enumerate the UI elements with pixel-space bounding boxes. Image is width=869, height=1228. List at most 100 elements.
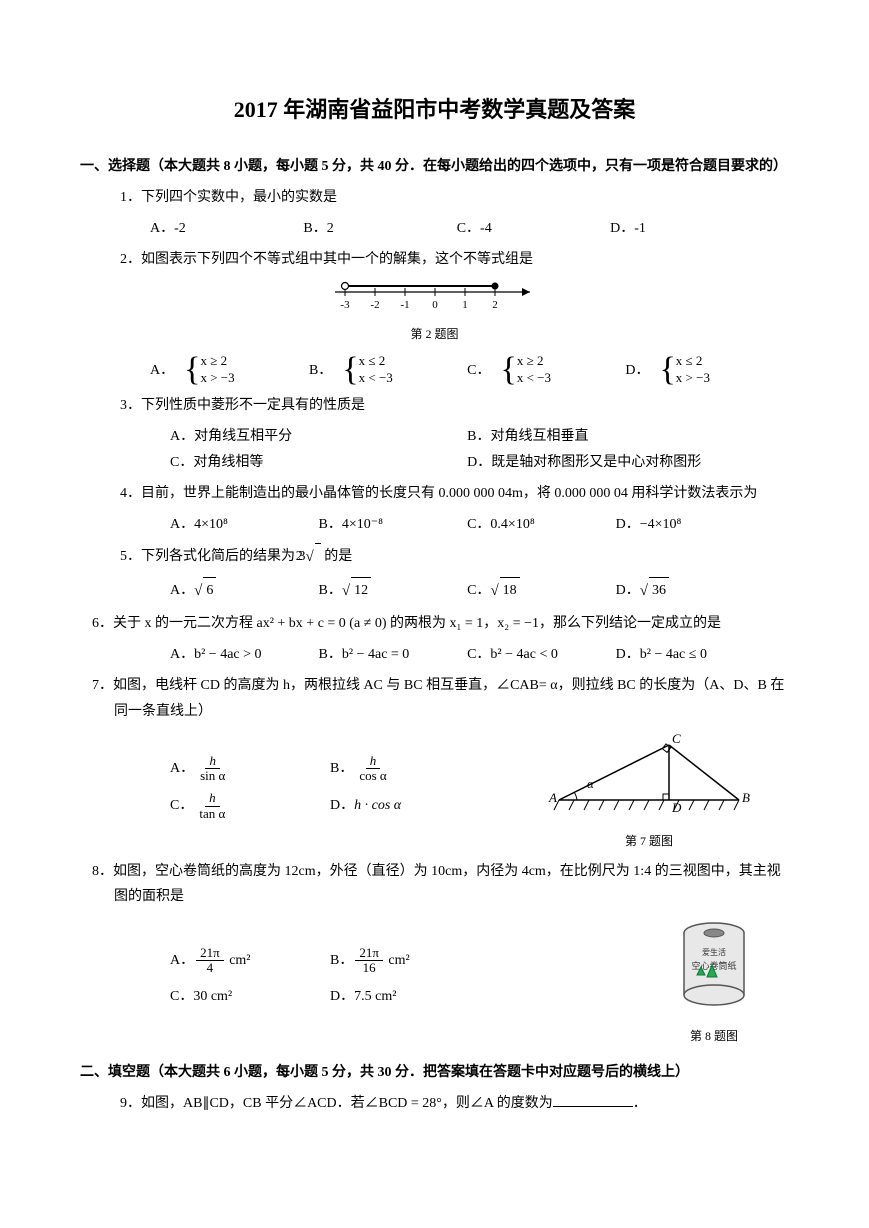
q7-c: C． htan α bbox=[170, 791, 330, 821]
q4-a: A．4×10⁸ bbox=[170, 512, 319, 537]
svg-text:-3: -3 bbox=[340, 299, 350, 311]
q5-ld: D． bbox=[616, 583, 640, 598]
q8-ld: D． bbox=[330, 989, 354, 1004]
q8-options-row1: A．21π4 cm² B．21π16 cm² bbox=[170, 946, 669, 984]
q8-c: C．30 cm² bbox=[170, 984, 330, 1009]
q1-a: A．-2 bbox=[150, 216, 303, 241]
q7-lc: C． bbox=[170, 798, 193, 813]
q5-bv: 12 bbox=[351, 577, 371, 603]
q3-text: 3．下列性质中菱形不一定具有的性质是 bbox=[120, 393, 789, 418]
q5-dv: 36 bbox=[649, 577, 669, 603]
q3-c: C．对角线相等 bbox=[170, 450, 467, 475]
q7-a: A．hsin α bbox=[170, 754, 330, 784]
q8-ad: 4 bbox=[203, 961, 218, 975]
q7-ad: sin α bbox=[196, 769, 229, 783]
q8-cv: 30 cm² bbox=[193, 989, 232, 1004]
svg-text:D: D bbox=[671, 800, 682, 815]
q4-text: 4．目前，世界上能制造出的最小晶体管的长度只有 0.000 000 04m，将 … bbox=[120, 481, 789, 506]
svg-text:2: 2 bbox=[492, 299, 498, 311]
q2-c-1: x ≥ 2 bbox=[517, 353, 551, 370]
q8-lc: C． bbox=[170, 989, 193, 1004]
q2-options: A． {x ≥ 2x > −3 B． {x ≤ 2x < −3 C． {x ≥ … bbox=[150, 353, 710, 387]
q7-bn: h bbox=[366, 754, 381, 769]
q9-blank bbox=[553, 1106, 633, 1107]
page-title: 2017 年湖南省益阳市中考数学真题及答案 bbox=[80, 90, 789, 130]
q2-c-2: x < −3 bbox=[517, 370, 551, 387]
q4-c: C．0.4×10⁸ bbox=[467, 512, 616, 537]
q8-options-row2: C．30 cm² D．7.5 cm² bbox=[170, 984, 669, 1017]
q3-a: A．对角线互相平分 bbox=[170, 424, 467, 449]
svg-text:A: A bbox=[548, 790, 557, 805]
q5-pre: 5．下列各式化简后的结果为 3 bbox=[120, 549, 306, 564]
q6-options: A．b² − 4ac > 0 B．b² − 4ac = 0 C．b² − 4ac… bbox=[170, 642, 789, 667]
q8-bu: cm² bbox=[385, 953, 410, 968]
q7-la: A． bbox=[170, 761, 194, 776]
svg-text:-2: -2 bbox=[370, 299, 379, 311]
q1-text: 1．下列四个实数中，最小的实数是 bbox=[120, 185, 789, 210]
svg-text:B: B bbox=[742, 790, 750, 805]
q7-d: D．h · cos α bbox=[330, 793, 490, 818]
q6-d: D．b² − 4ac ≤ 0 bbox=[616, 642, 765, 667]
q8-svg: 爱生活 空心卷筒纸 bbox=[669, 915, 759, 1015]
q1-options: A．-2 B．2 C．-4 D．-1 bbox=[150, 216, 789, 241]
q7-ld: D． bbox=[330, 798, 354, 813]
q7-text: 7．如图，电线杆 CD 的高度为 h，两根拉线 AC 与 BC 相互垂直，∠CA… bbox=[92, 673, 789, 723]
q8-caption: 第 8 题图 bbox=[669, 1026, 759, 1048]
q2-d: D． {x ≤ 2x > −3 bbox=[625, 353, 710, 387]
q2-d-2: x > −3 bbox=[676, 370, 710, 387]
q8-la: A． bbox=[170, 953, 194, 968]
q5-text: 5．下列各式化简后的结果为 3√2 的是 bbox=[120, 543, 789, 571]
q8-b: B．21π16 cm² bbox=[330, 946, 490, 976]
q8-an: 21π bbox=[196, 946, 224, 961]
q5-lb: B． bbox=[319, 583, 342, 598]
q5-la: A． bbox=[170, 583, 194, 598]
q6-text: 6．关于 x 的一元二次方程 ax² + bx + c = 0 (a ≠ 0) … bbox=[92, 611, 789, 636]
q2-d-1: x ≤ 2 bbox=[676, 353, 710, 370]
q3-d: D．既是轴对称图形又是中心对称图形 bbox=[467, 450, 764, 475]
q5-d: D．√36 bbox=[616, 577, 765, 605]
q2-a: A． {x ≥ 2x > −3 bbox=[150, 353, 235, 387]
q3-b: B．对角线互相垂直 bbox=[467, 424, 764, 449]
q9-pre: 9．如图，AB∥CD，CB 平分∠ACD．若∠BCD = 28°，则∠A 的度数… bbox=[120, 1096, 553, 1111]
q7-caption: 第 7 题图 bbox=[539, 831, 759, 853]
q8-lb: B． bbox=[330, 953, 353, 968]
q5-a: A．√6 bbox=[170, 577, 319, 605]
q7-options-row2: C． htan α D．h · cos α bbox=[170, 791, 539, 829]
q5-post: 的是 bbox=[321, 549, 353, 564]
q8-a: A．21π4 cm² bbox=[170, 946, 330, 976]
q2-b: B． {x ≤ 2x < −3 bbox=[309, 353, 393, 387]
q1-c: C．-4 bbox=[457, 216, 610, 241]
q2-c: C． {x ≥ 2x < −3 bbox=[467, 353, 551, 387]
q8-au: cm² bbox=[226, 953, 251, 968]
q4-d: D．−4×10⁸ bbox=[616, 512, 765, 537]
q2-numberline: -3 -2 -1 0 1 2 第 2 题图 bbox=[80, 280, 789, 345]
q7-cn: h bbox=[205, 791, 220, 806]
q8-text: 8．如图，空心卷筒纸的高度为 12cm，外径（直径）为 10cm，内径为 4cm… bbox=[92, 859, 789, 909]
section1-header: 一、选择题（本大题共 8 小题，每小题 5 分，共 40 分．在每小题给出的四个… bbox=[80, 154, 789, 179]
q9-post: ． bbox=[633, 1096, 647, 1111]
svg-text:爱生活: 爱生活 bbox=[702, 947, 726, 957]
q8-dv: 7.5 cm² bbox=[354, 989, 396, 1004]
svg-text:C: C bbox=[672, 731, 681, 746]
q1-d: D．-1 bbox=[610, 216, 763, 241]
q9-text: 9．如图，AB∥CD，CB 平分∠ACD．若∠BCD = 28°，则∠A 的度数… bbox=[120, 1091, 789, 1116]
q2-b-1: x ≤ 2 bbox=[359, 353, 393, 370]
q7-alpha: α bbox=[587, 776, 595, 791]
q5-cv: 18 bbox=[500, 577, 520, 603]
section2-header: 二、填空题（本大题共 6 小题，每小题 5 分，共 30 分．把答案填在答题卡中… bbox=[80, 1060, 789, 1085]
q2-b-label: B． bbox=[309, 358, 332, 383]
q2-a-2: x > −3 bbox=[200, 370, 234, 387]
q5-c: C．√18 bbox=[467, 577, 616, 605]
q6-b: B．b² − 4ac = 0 bbox=[319, 642, 468, 667]
q6-a: A．b² − 4ac > 0 bbox=[170, 642, 319, 667]
q7-cd: tan α bbox=[195, 807, 229, 821]
q5-av: 6 bbox=[203, 577, 216, 603]
q7-dv: h · cos α bbox=[354, 798, 401, 813]
q2-a-1: x ≥ 2 bbox=[200, 353, 234, 370]
q8-figure: 爱生活 空心卷筒纸 第 8 题图 bbox=[669, 915, 759, 1048]
q2-c-label: C． bbox=[467, 358, 490, 383]
q7-options-row1: A．hsin α B．hcos α bbox=[170, 754, 539, 792]
q1-b: B．2 bbox=[303, 216, 456, 241]
q7-b: B．hcos α bbox=[330, 754, 490, 784]
q7-figure: α A B C D 第 7 题图 bbox=[539, 730, 759, 853]
